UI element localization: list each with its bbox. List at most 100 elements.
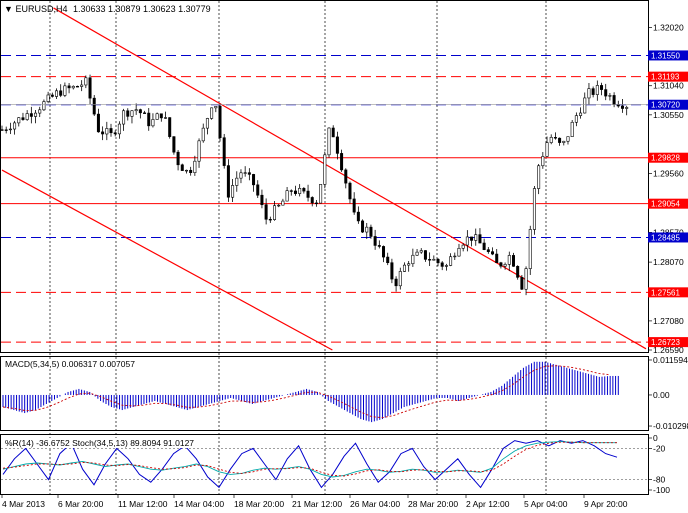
candle-body-3 bbox=[13, 122, 17, 130]
candle-body-57 bbox=[239, 172, 243, 179]
level-tag-0 bbox=[648, 50, 688, 61]
candle-body-90 bbox=[377, 245, 381, 247]
candle-body-60 bbox=[252, 174, 256, 186]
candle-body-108 bbox=[453, 255, 457, 258]
candle-body-145 bbox=[608, 95, 612, 97]
candle-body-38 bbox=[159, 113, 163, 119]
time-tick-label-2: 11 Mar 12:00 bbox=[118, 499, 168, 509]
candle-body-125 bbox=[524, 268, 528, 290]
time-tick-label-1: 6 Mar 20:00 bbox=[58, 499, 104, 509]
time-tick-label-3: 14 Mar 04:00 bbox=[174, 499, 224, 509]
candle-body-107 bbox=[449, 256, 453, 266]
candle-body-18 bbox=[75, 85, 79, 88]
time-tick-label-6: 26 Mar 04:00 bbox=[350, 499, 400, 509]
macd-tick-label-0: 0.011594 bbox=[653, 355, 688, 365]
candle-body-39 bbox=[164, 117, 168, 119]
candle-body-91 bbox=[382, 246, 386, 258]
candle-body-101 bbox=[423, 250, 427, 260]
candle-body-95 bbox=[398, 271, 402, 287]
candle-body-58 bbox=[243, 172, 247, 174]
candle-body-98 bbox=[411, 254, 415, 265]
candle-body-9 bbox=[38, 109, 42, 114]
candle-body-69 bbox=[289, 190, 293, 192]
chart-menu-icon[interactable]: ▼ bbox=[4, 4, 13, 14]
price-tick-label-7: 1.26590 bbox=[653, 345, 684, 355]
osc-tick-label-3: -100 bbox=[653, 485, 670, 495]
candle-body-53 bbox=[222, 137, 226, 166]
candle-body-140 bbox=[587, 88, 591, 99]
symbol-label: EURUSD,H4 bbox=[15, 4, 68, 14]
candle-body-2 bbox=[8, 128, 12, 131]
candle-body-82 bbox=[344, 169, 348, 184]
candle-body-102 bbox=[428, 259, 432, 261]
candle-body-37 bbox=[155, 113, 159, 120]
time-tick-label-10: 9 Apr 20:00 bbox=[584, 499, 628, 509]
candle-body-50 bbox=[210, 107, 214, 119]
candle-body-62 bbox=[260, 194, 264, 206]
candle-body-141 bbox=[591, 88, 595, 95]
price-tick-label-4: 1.28570 bbox=[653, 227, 684, 237]
candle-body-89 bbox=[373, 236, 377, 246]
candle-body-32 bbox=[134, 109, 138, 112]
candle-body-110 bbox=[461, 244, 465, 249]
candle-body-124 bbox=[520, 277, 524, 290]
candle-body-121 bbox=[507, 255, 511, 265]
candle-body-74 bbox=[310, 197, 314, 204]
candle-body-68 bbox=[285, 190, 289, 202]
candle-body-12 bbox=[50, 94, 54, 97]
candle-body-63 bbox=[264, 204, 268, 220]
main-panel-frame bbox=[0, 0, 649, 353]
candle-body-135 bbox=[566, 136, 570, 142]
time-tick-label-7: 28 Mar 20:00 bbox=[408, 499, 458, 509]
macd-tick-label-2: -0.010298 bbox=[653, 421, 688, 431]
candle-body-142 bbox=[595, 85, 599, 95]
candle-body-70 bbox=[293, 190, 297, 194]
candle-body-112 bbox=[470, 236, 474, 241]
level-tag-1 bbox=[648, 71, 688, 82]
candle-body-127 bbox=[532, 188, 536, 230]
candle-body-131 bbox=[549, 137, 553, 143]
level-label-7: 1.26723 bbox=[651, 338, 680, 347]
candle-body-31 bbox=[130, 110, 134, 117]
candle-body-75 bbox=[314, 202, 318, 205]
candle-body-29 bbox=[122, 110, 126, 125]
candle-body-47 bbox=[197, 140, 201, 162]
level-tag-3 bbox=[648, 152, 688, 163]
candle-body-40 bbox=[168, 117, 172, 137]
candle-body-10 bbox=[42, 101, 46, 111]
candle-body-122 bbox=[511, 255, 515, 267]
candle-body-67 bbox=[281, 200, 285, 206]
candle-body-87 bbox=[365, 226, 369, 233]
price-tick-label-5: 1.28070 bbox=[653, 257, 684, 267]
level-label-4: 1.29054 bbox=[651, 200, 680, 209]
candle-body-119 bbox=[499, 262, 503, 267]
candle-body-27 bbox=[113, 132, 117, 135]
candle-body-19 bbox=[80, 84, 84, 87]
candle-body-146 bbox=[612, 95, 616, 105]
candle-body-42 bbox=[176, 151, 180, 166]
candle-body-43 bbox=[180, 164, 184, 171]
candle-body-126 bbox=[528, 229, 532, 269]
level-label-6: 1.27561 bbox=[651, 288, 680, 297]
candle-body-14 bbox=[59, 90, 63, 96]
candle-body-129 bbox=[541, 156, 545, 167]
candle-body-78 bbox=[327, 127, 331, 156]
candle-body-96 bbox=[402, 264, 406, 272]
candle-body-88 bbox=[369, 226, 373, 237]
candle-body-1 bbox=[4, 129, 8, 131]
candle-body-11 bbox=[46, 94, 50, 102]
osc-series-1 bbox=[2, 441, 617, 478]
chart-header: ▼ EURUSD,H4 1.30633 1.30879 1.30623 1.30… bbox=[4, 4, 211, 14]
candle-body-79 bbox=[331, 127, 335, 138]
candle-body-48 bbox=[201, 127, 205, 142]
candle-body-111 bbox=[465, 236, 469, 246]
candle-body-100 bbox=[419, 250, 423, 253]
price-tick-label-0: 1.32020 bbox=[653, 23, 684, 33]
price-tick-label-1: 1.31040 bbox=[653, 81, 684, 91]
candle-body-114 bbox=[478, 234, 482, 244]
candle-body-5 bbox=[21, 117, 25, 120]
macd-panel-frame bbox=[0, 356, 649, 431]
candle-body-30 bbox=[126, 110, 130, 117]
